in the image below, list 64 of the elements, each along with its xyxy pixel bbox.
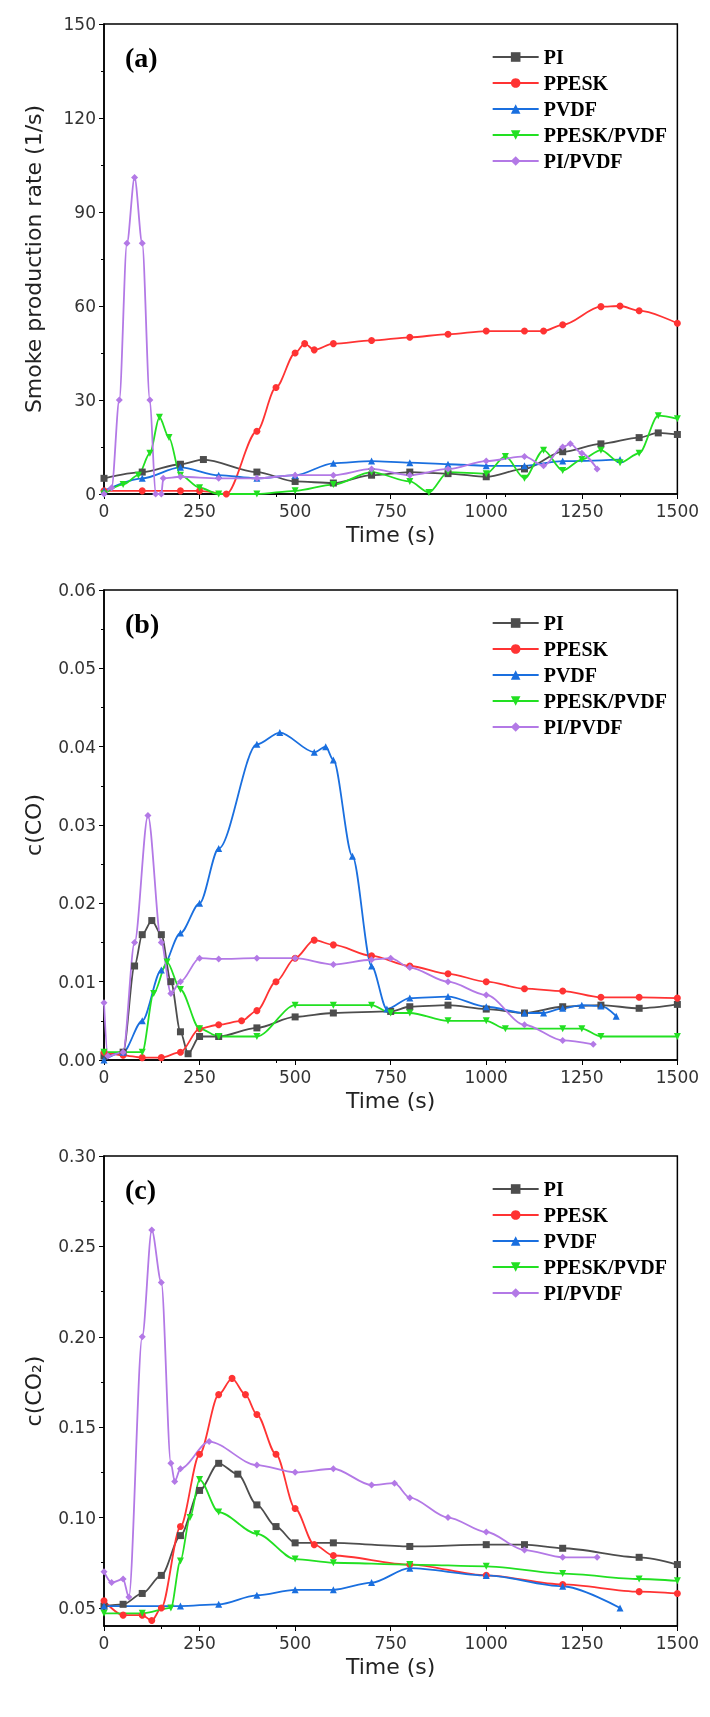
y-tick-label: 0.20 [58,1326,96,1347]
y-tick-label: 150 [63,14,96,34]
legend-label: PPESK/PVDF [543,124,668,146]
y-tick-label: 60 [74,296,96,316]
y-tick-label: 0.04 [58,736,96,757]
y-tick-label: 0 [85,484,96,504]
y-tick-label: 0.02 [58,893,96,914]
x-tick-label: 0 [98,1632,110,1653]
x-tick-label: 1000 [464,1066,508,1087]
y-axis-title: Smoke production rate (1/s) [20,104,46,414]
x-tick-label: 750 [374,1066,407,1087]
legend-label: PVDF [543,1230,597,1252]
y-axis-title: c(CO₂) [20,1355,46,1427]
legend-label: PPESK [543,638,609,660]
y-tick-label: 0.01 [58,971,96,992]
y-tick-label: 0.15 [58,1417,96,1438]
x-tick-label: 1250 [560,1632,604,1653]
legend-label: PI [543,612,564,634]
text: (a) [125,41,158,73]
x-tick-label: 500 [278,1066,312,1087]
x-tick-label: 1000 [464,1632,508,1653]
x-tick-label: 0 [98,500,110,521]
legend-label: PVDF [543,98,597,120]
y-tick-label: 0.05 [58,658,96,679]
y-tick-label: 0.06 [58,580,96,600]
x-axis-title: Time (s) [344,1088,436,1114]
y-tick-label: 0.05 [58,1597,96,1618]
y-tick-label: 0.03 [58,815,96,835]
x-tick-label: 250 [183,500,216,521]
x-tick-label: 1500 [655,500,699,521]
text: (c) [125,1173,157,1205]
x-tick-label: 1000 [464,500,508,521]
text: (b) [125,607,160,639]
x-axis-title: Time (s) [344,1654,436,1680]
legend-label: PI/PVDF [543,150,623,172]
y-tick-label: 0.25 [58,1236,96,1257]
y-tick-label: 0.10 [58,1507,96,1528]
x-tick-label: 750 [374,500,407,521]
x-tick-label: 500 [278,500,312,521]
x-tick-label: 0 [98,1066,110,1087]
legend-label: PI [543,1178,564,1200]
x-tick-label: 1500 [655,1066,699,1087]
x-tick-label: 500 [278,1632,312,1653]
x-axis-title: Time (s) [344,522,436,548]
x-tick-label: 250 [183,1632,216,1653]
y-tick-label: 120 [63,108,96,128]
legend-label: PI [543,46,564,68]
y-axis-title: c(CO) [20,794,46,856]
x-tick-label: 1500 [655,1632,699,1653]
legend-label: PVDF [543,664,597,686]
legend-label: PI/PVDF [543,716,623,738]
y-tick-label: 0.00 [58,1050,96,1070]
y-tick-label: 0.30 [58,1146,96,1166]
x-tick-label: 1250 [560,1066,604,1087]
x-tick-label: 750 [374,1632,407,1653]
x-tick-label: 1250 [560,500,604,521]
y-tick-label: 30 [74,390,96,410]
legend-label: PPESK/PVDF [543,690,668,712]
y-tick-label: 90 [74,202,96,222]
legend-label: PPESK/PVDF [543,1256,668,1278]
legend-label: PPESK [543,72,609,94]
legend-label: PPESK [543,1204,609,1226]
x-tick-label: 250 [183,1066,216,1087]
legend-label: PI/PVDF [543,1282,623,1304]
